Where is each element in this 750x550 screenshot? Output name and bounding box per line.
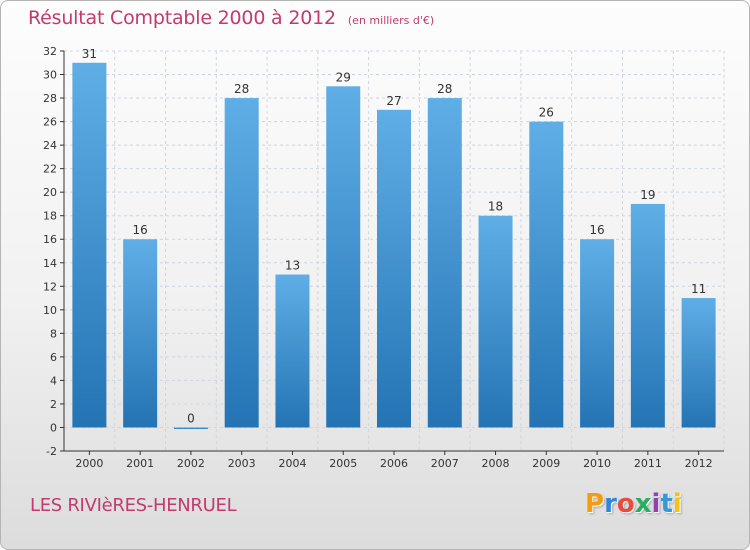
data-label-2000: 31 xyxy=(82,47,97,61)
x-tick-label-2012: 2012 xyxy=(685,457,713,470)
y-tick-label: 32 xyxy=(43,45,57,58)
data-label-2005: 29 xyxy=(336,70,351,84)
data-label-2007: 28 xyxy=(437,82,452,96)
chart-title-row: Résultat Comptable 2000 à 2012 (en milli… xyxy=(28,7,434,29)
proxiti-logo[interactable]: Proxiti xyxy=(585,489,682,519)
x-tick-label-2007: 2007 xyxy=(431,457,459,470)
logo-letter: P xyxy=(585,489,605,519)
logo-letter: t xyxy=(660,489,673,519)
x-tick-label-2001: 2001 xyxy=(126,457,154,470)
bar-2009[interactable] xyxy=(529,121,564,428)
x-tick-label-2000: 2000 xyxy=(75,457,103,470)
bar-2001[interactable] xyxy=(123,239,158,428)
y-tick-label: 10 xyxy=(43,304,57,317)
bar-2008[interactable] xyxy=(478,215,513,428)
bar-2012[interactable] xyxy=(681,298,716,428)
bar-2010[interactable] xyxy=(580,239,615,428)
bar-2004[interactable] xyxy=(275,274,310,428)
data-label-2009: 26 xyxy=(539,106,554,120)
commune-name: LES RIVIèRES-HENRUEL xyxy=(30,495,237,516)
y-tick-label: 28 xyxy=(43,92,57,105)
bar-2000[interactable] xyxy=(72,62,107,428)
x-tick-label-2004: 2004 xyxy=(278,457,306,470)
label-layer: 31 16 0 28 13 29 27 28 18 26 16 19 11 xyxy=(82,47,707,426)
y-tick-label: 12 xyxy=(43,280,57,293)
y-tick-label: 0 xyxy=(50,421,57,434)
logo-letter: o xyxy=(616,489,635,519)
data-label-2012: 11 xyxy=(691,282,706,296)
data-label-2001: 16 xyxy=(133,223,148,237)
y-tick-label: 2 xyxy=(50,398,57,411)
bar-2011[interactable] xyxy=(630,203,665,428)
chart-unit: (en milliers d'€) xyxy=(347,14,435,27)
x-tick-label-2003: 2003 xyxy=(228,457,256,470)
logo-letter: r xyxy=(604,489,617,519)
x-tick-label-2005: 2005 xyxy=(329,457,357,470)
bar-2005[interactable] xyxy=(326,86,361,428)
y-tick-label: 30 xyxy=(43,69,57,82)
y-tick-label: 8 xyxy=(50,327,57,340)
data-label-2002: 0 xyxy=(187,411,195,425)
y-tick-label: -2 xyxy=(46,445,57,458)
chart-title: Résultat Comptable 2000 à 2012 xyxy=(28,7,336,29)
bar-2002[interactable] xyxy=(173,427,208,429)
logo-letter: i xyxy=(672,489,682,519)
y-tick-label: 26 xyxy=(43,116,57,129)
x-tick-label-2011: 2011 xyxy=(634,457,662,470)
y-tick-label: 22 xyxy=(43,163,57,176)
logo-letter: x xyxy=(634,489,652,519)
data-label-2011: 19 xyxy=(640,188,655,202)
logo-letter: i xyxy=(651,489,661,519)
y-tick-label: 4 xyxy=(50,374,57,387)
x-tick-label-2008: 2008 xyxy=(482,457,510,470)
bar-layer xyxy=(72,62,716,429)
y-tick-label: 16 xyxy=(43,233,57,246)
data-label-2010: 16 xyxy=(589,223,604,237)
y-tick-label: 6 xyxy=(50,351,57,364)
x-tick-label-2010: 2010 xyxy=(583,457,611,470)
bar-2007[interactable] xyxy=(427,98,462,428)
bar-2006[interactable] xyxy=(377,109,411,428)
data-label-2004: 13 xyxy=(285,259,300,273)
x-tick-label-2009: 2009 xyxy=(532,457,560,470)
data-label-2006: 27 xyxy=(386,94,401,108)
x-tick-label-2002: 2002 xyxy=(177,457,205,470)
y-tick-label: 24 xyxy=(43,139,57,152)
data-label-2008: 18 xyxy=(488,200,503,214)
data-label-2003: 28 xyxy=(234,82,249,96)
x-tick-label-2006: 2006 xyxy=(380,457,408,470)
y-tick-label: 20 xyxy=(43,186,57,199)
y-tick-label: 14 xyxy=(43,257,57,270)
bar-2003[interactable] xyxy=(224,98,259,428)
y-tick-label: 18 xyxy=(43,210,57,223)
